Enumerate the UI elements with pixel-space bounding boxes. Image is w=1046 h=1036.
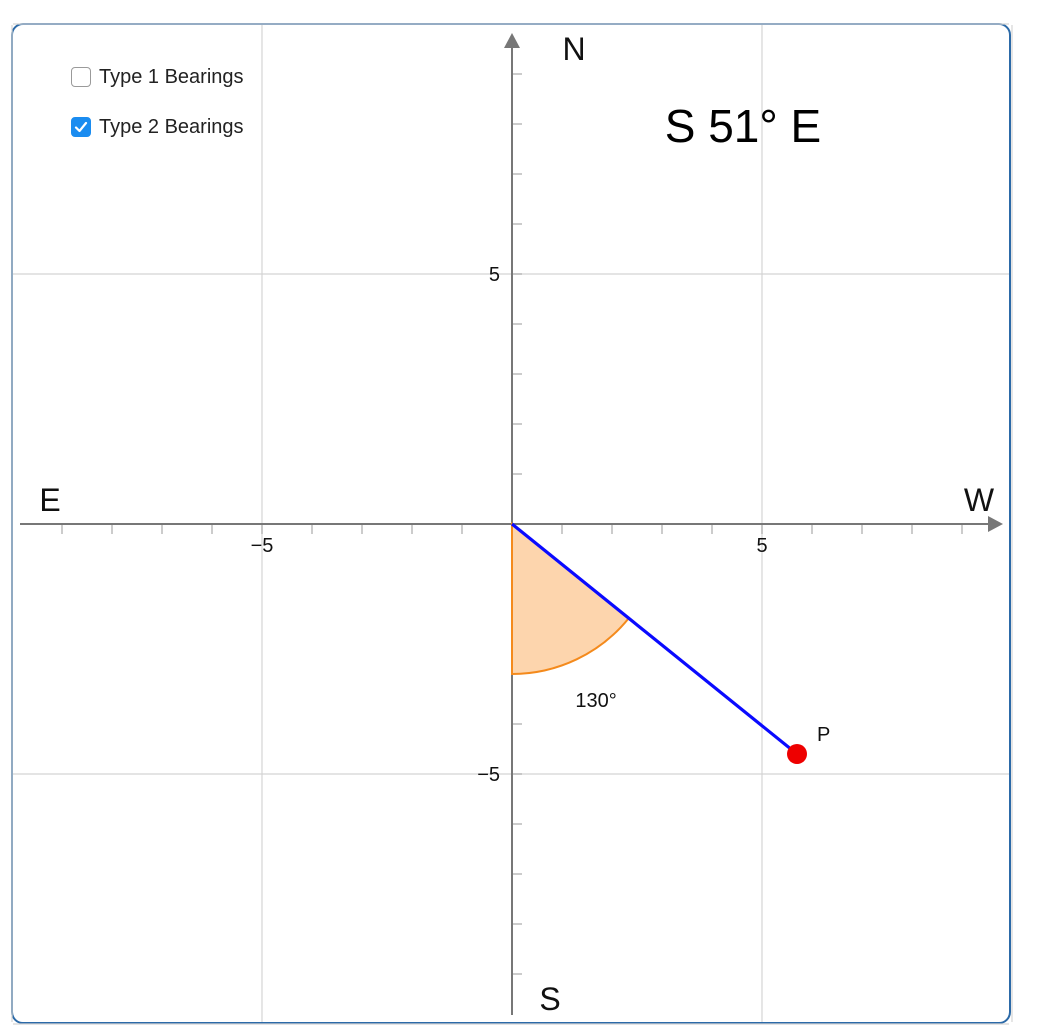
type1-bearings-label: Type 1 Bearings <box>99 65 244 88</box>
point-p[interactable] <box>787 744 807 764</box>
point-p-label: P <box>817 724 830 746</box>
checkbox-checked-icon[interactable] <box>71 117 91 137</box>
y-tick-label: −5 <box>477 764 500 786</box>
tick-labels: −5 5 5 −5 <box>251 264 768 786</box>
angle-label: 130° <box>575 690 616 712</box>
type2-bearings-checkbox[interactable]: Type 2 Bearings <box>71 115 244 139</box>
x-tick-label: 5 <box>756 535 767 557</box>
bearing-angle-sector <box>511 521 631 676</box>
south-label: S <box>539 981 560 1017</box>
west-label: W <box>964 482 995 518</box>
east-label: E <box>39 482 60 518</box>
north-label: N <box>562 31 585 67</box>
checkbox-unchecked-icon[interactable] <box>71 67 91 87</box>
type2-bearings-label: Type 2 Bearings <box>99 115 244 138</box>
bearing-readout: S 51° E <box>665 100 822 152</box>
x-tick-label: −5 <box>251 535 274 557</box>
y-tick-label: 5 <box>489 264 500 286</box>
type1-bearings-checkbox[interactable]: Type 1 Bearings <box>71 65 244 89</box>
north-arrowhead-icon <box>504 33 520 48</box>
west-arrowhead-icon <box>988 516 1003 532</box>
bearing-segment <box>510 522 799 756</box>
